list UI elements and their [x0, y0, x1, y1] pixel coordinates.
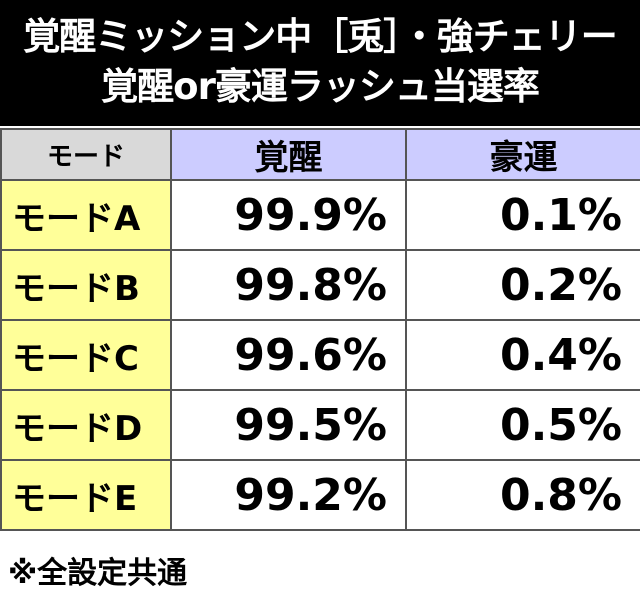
footnote: ※全設定共通 — [8, 556, 188, 591]
column-header: 覚醒 — [170, 128, 407, 181]
mode-label: モードB — [0, 249, 172, 321]
column-header: モード — [0, 128, 172, 181]
rate-cell: 0.4% — [405, 319, 640, 391]
mode-label: モードC — [0, 319, 172, 391]
title-banner: 覚醒ミッション中［兎］・強チェリー 覚醒or豪運ラッシュ当選率 — [0, 0, 640, 126]
table-row: モードC 99.6% 0.4% — [0, 319, 640, 391]
rate-cell: 0.5% — [405, 389, 640, 461]
title-line: 覚醒or豪運ラッシュ当選率 — [101, 65, 540, 108]
rate-cell: 0.1% — [405, 179, 640, 251]
table-row: モードE 99.2% 0.8% — [0, 459, 640, 531]
mode-label: モードE — [0, 459, 172, 531]
rate-cell: 99.5% — [170, 389, 407, 461]
column-header: 豪運 — [405, 128, 640, 181]
table-row: モードA 99.9% 0.1% — [0, 179, 640, 251]
rate-table: モード 覚醒 豪運 モードA 99.9% 0.1% モードB 99.8% 0.2% モードC 99.… — [0, 128, 640, 531]
table-row: モードB 99.8% 0.2% — [0, 249, 640, 321]
rate-cell: 99.8% — [170, 249, 407, 321]
rate-cell: 0.2% — [405, 249, 640, 321]
title-line: 覚醒ミッション中［兎］・強チェリー — [23, 15, 618, 58]
table-row: モードD 99.5% 0.5% — [0, 389, 640, 461]
rate-cell: 99.2% — [170, 459, 407, 531]
rate-cell: 0.8% — [405, 459, 640, 531]
header-row: モード 覚醒 豪運 — [0, 128, 640, 181]
rate-cell: 99.9% — [170, 179, 407, 251]
rate-cell: 99.6% — [170, 319, 407, 391]
mode-label: モードA — [0, 179, 172, 251]
mode-label: モードD — [0, 389, 172, 461]
